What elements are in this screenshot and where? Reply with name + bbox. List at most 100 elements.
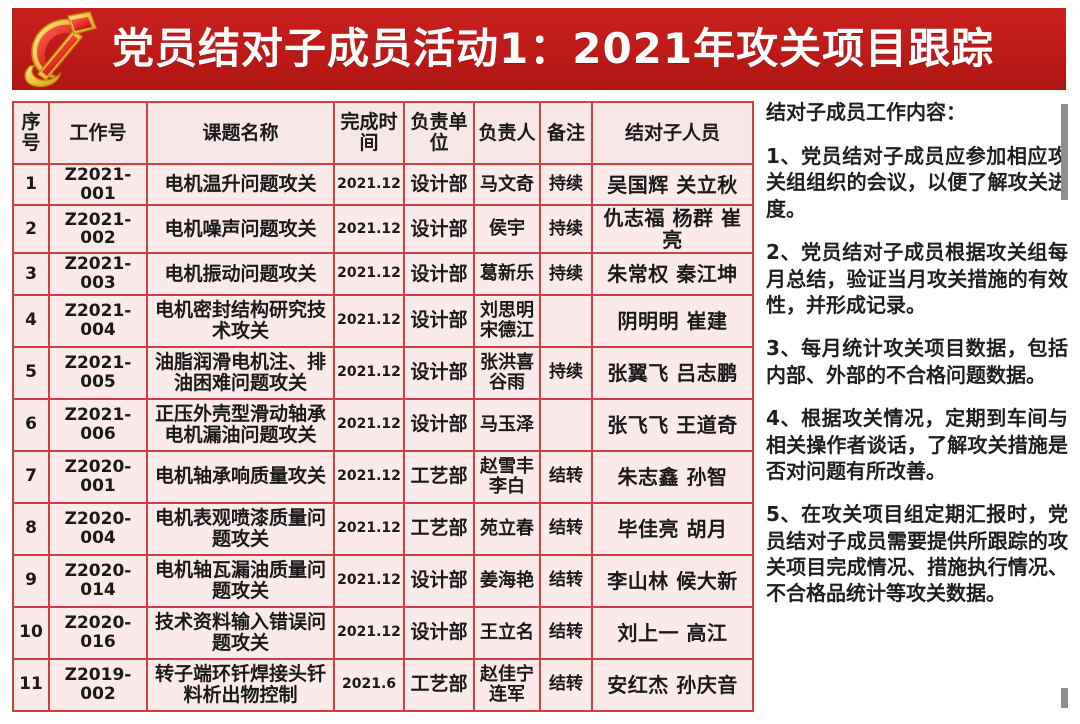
column-header-job-number: 工作号 (48, 101, 148, 165)
column-header-index: 序号 (12, 101, 50, 165)
cell-owner: 苑立春 (473, 501, 541, 556)
table-header-row: 序号 工作号 课题名称 完成时间 负责单位 负责人 备注 结对子人员 (12, 101, 754, 165)
cell-job-number: Z2020-016 (48, 605, 148, 660)
scroll-edge-mark-top (1061, 104, 1068, 200)
cell-remark: 结转 (539, 657, 593, 712)
cell-index: 6 (12, 397, 50, 452)
table-row: 8 Z2020-004 电机表观喷漆质量问 题攻关 2021.12 工艺部 苑立春 结转 毕佳亮… (12, 501, 754, 556)
cell-finish-date: 2021.12 (333, 162, 405, 207)
table-row: 5 Z2021-005 油脂润滑电机注、排 油困难问题攻关 2021.12 设计部 张洪喜谷… (12, 345, 754, 400)
cell-owner: 侯宇 (473, 204, 541, 255)
cell-department: 设计部 (403, 162, 475, 207)
cell-finish-date: 2021.12 (333, 293, 405, 348)
column-header-owner: 负责人 (473, 101, 541, 165)
cell-department: 设计部 (403, 252, 475, 296)
table-row: 1 Z2021-001 电机温升问题攻关 2021.12 设计部 马文奇 持续 吴国辉 关立秋 (12, 162, 754, 207)
table-row: 7 Z2020-001 电机轴承响质量攻关 2021.12 工艺部 赵雪丰 李白 结转 朱志鑫 … (12, 449, 754, 504)
cell-remark: 持续 (539, 252, 593, 296)
column-header-topic: 课题名称 (146, 101, 335, 165)
cell-remark (539, 293, 593, 348)
cell-finish-date: 2021.12 (333, 501, 405, 556)
cell-job-number: Z2021-002 (48, 204, 148, 255)
cell-department: 设计部 (403, 345, 475, 400)
cell-owner: 马文奇 (473, 162, 541, 207)
table-body: 1 Z2021-001 电机温升问题攻关 2021.12 设计部 马文奇 持续 吴国辉 关立秋… (12, 162, 754, 712)
cell-remark: 结转 (539, 501, 593, 556)
panel-paragraph: 2、党员结对子成员根据攻关组每月总结，验证当月攻关措施的有效性，并形成记录。 (766, 240, 1068, 317)
cell-finish-date: 2021.12 (333, 449, 405, 504)
table-row: 2 Z2021-002 电机噪声问题攻关 2021.12 设计部 侯宇 持续 仇志福 杨群 崔… (12, 204, 754, 255)
cell-pair-members: 阴明明 崔建 (591, 293, 754, 348)
project-tracking-table-container: 序号 工作号 课题名称 完成时间 负责单位 负责人 备注 结对子人员 1 Z202… (12, 101, 754, 712)
cell-topic: 电机振动问题攻关 (146, 252, 335, 296)
cell-pair-members: 朱志鑫 孙智 (591, 449, 754, 504)
cell-index: 9 (12, 553, 50, 608)
table-row: 11 Z2019-002 转子端环钎焊接头钎 料析出物控制 2021.6 工艺部 赵佳宁 连军… (12, 657, 754, 712)
cell-remark: 结转 (539, 449, 593, 504)
cell-remark: 结转 (539, 605, 593, 660)
cell-index: 4 (12, 293, 50, 348)
cell-owner: 王立名 (473, 605, 541, 660)
cell-topic: 电机噪声问题攻关 (146, 204, 335, 255)
cell-pair-members: 张飞飞 王道奇 (591, 397, 754, 452)
project-tracking-table: 序号 工作号 课题名称 完成时间 负责单位 负责人 备注 结对子人员 1 Z202… (12, 101, 754, 712)
cell-topic: 油脂润滑电机注、排 油困难问题攻关 (146, 345, 335, 400)
cell-department: 设计部 (403, 553, 475, 608)
cell-finish-date: 2021.12 (333, 553, 405, 608)
table-row: 4 Z2021-004 电机密封结构研究技 术攻关 2021.12 设计部 刘思明 宋德江 阴明… (12, 293, 754, 348)
cell-job-number: Z2020-001 (48, 449, 148, 504)
cell-topic: 电机轴承响质量攻关 (146, 449, 335, 504)
column-header-pair-members: 结对子人员 (591, 101, 754, 165)
cell-owner: 赵雪丰 李白 (473, 449, 541, 504)
scroll-edge-mark-bottom (1061, 688, 1068, 708)
cell-pair-members: 吴国辉 关立秋 (591, 162, 754, 207)
column-header-department: 负责单位 (403, 101, 475, 165)
cell-department: 工艺部 (403, 501, 475, 556)
cell-topic: 电机密封结构研究技 术攻关 (146, 293, 335, 348)
cell-finish-date: 2021.12 (333, 204, 405, 255)
cell-finish-date: 2021.6 (333, 657, 405, 712)
cell-remark: 持续 (539, 162, 593, 207)
cell-finish-date: 2021.12 (333, 252, 405, 296)
cell-job-number: Z2020-004 (48, 501, 148, 556)
cell-department: 设计部 (403, 397, 475, 452)
cell-pair-members: 仇志福 杨群 崔亮 (591, 204, 754, 255)
page-title: 党员结对子成员活动1：2021年攻关项目跟踪 (112, 24, 995, 73)
cell-pair-members: 安红杰 孙庆音 (591, 657, 754, 712)
cell-index: 10 (12, 605, 50, 660)
cell-index: 5 (12, 345, 50, 400)
table-row: 3 Z2021-003 电机振动问题攻关 2021.12 设计部 葛新乐 持续 朱常权 秦江坤 (12, 252, 754, 296)
cell-department: 设计部 (403, 293, 475, 348)
column-header-remark: 备注 (539, 101, 593, 165)
cell-finish-date: 2021.12 (333, 397, 405, 452)
cell-department: 设计部 (403, 605, 475, 660)
cell-job-number: Z2021-006 (48, 397, 148, 452)
cell-finish-date: 2021.12 (333, 345, 405, 400)
cell-topic: 电机温升问题攻关 (146, 162, 335, 207)
cell-department: 工艺部 (403, 449, 475, 504)
cell-job-number: Z2021-004 (48, 293, 148, 348)
panel-paragraph: 1、党员结对子成员应参加相应攻关组组织的会议，以便了解攻关进度。 (766, 144, 1068, 221)
cell-job-number: Z2021-003 (48, 252, 148, 296)
panel-paragraph-list: 1、党员结对子成员应参加相应攻关组组织的会议，以便了解攻关进度。 2、党员结对子成… (766, 143, 1068, 607)
table-row: 9 Z2020-014 电机轴瓦漏油质量问 题攻关 2021.12 设计部 姜海艳 结转 李山林… (12, 553, 754, 608)
panel-paragraph: 5、在攻关项目组定期汇报时，党员结对子成员需要提供所跟踪的攻关项目完成情况、措施… (766, 502, 1068, 606)
cell-index: 11 (12, 657, 50, 712)
cell-remark: 持续 (539, 345, 593, 400)
panel-paragraph: 3、每月统计攻关项目数据，包括内部、外部的不合格问题数据。 (766, 336, 1068, 387)
cell-topic: 电机轴瓦漏油质量问 题攻关 (146, 553, 335, 608)
cell-owner: 张洪喜 谷雨 (473, 345, 541, 400)
cell-job-number: Z2021-005 (48, 345, 148, 400)
cell-index: 8 (12, 501, 50, 556)
cell-department: 工艺部 (403, 657, 475, 712)
cell-topic: 技术资料输入错误问 题攻关 (146, 605, 335, 660)
cell-job-number: Z2019-002 (48, 657, 148, 712)
cell-owner: 马玉泽 (473, 397, 541, 452)
cell-topic: 正压外壳型滑动轴承 电机漏油问题攻关 (146, 397, 335, 452)
column-header-finish-date: 完成时间 (333, 101, 405, 165)
table-row: 10 Z2020-016 技术资料输入错误问 题攻关 2021.12 设计部 王立名 结转 刘上… (12, 605, 754, 660)
title-banner: 党员结对子成员活动1：2021年攻关项目跟踪 (12, 8, 1066, 90)
table-row: 6 Z2021-006 正压外壳型滑动轴承 电机漏油问题攻关 2021.12 设计部 马玉泽… (12, 397, 754, 452)
panel-heading: 结对子成员工作内容： (766, 100, 966, 124)
cell-index: 2 (12, 204, 50, 255)
